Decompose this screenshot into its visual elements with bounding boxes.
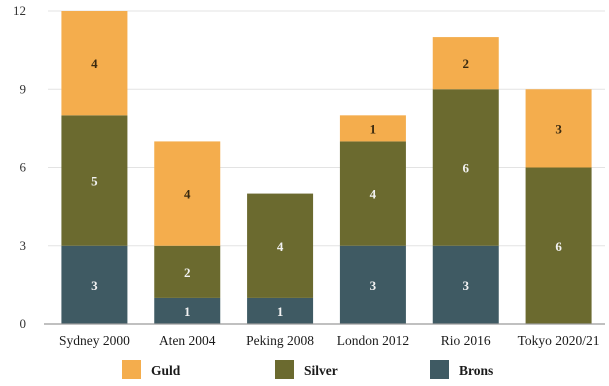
bar-silver-0 bbox=[61, 115, 128, 246]
bar-guld-3-label: 1 bbox=[370, 121, 377, 136]
legend-swatch-silver bbox=[275, 360, 294, 379]
legend-label-guld: Guld bbox=[151, 363, 181, 378]
bar-guld-1 bbox=[154, 141, 221, 246]
grid-layer bbox=[48, 10, 605, 247]
bar-brons-0-label: 3 bbox=[91, 278, 98, 293]
bar-silver-5-label: 6 bbox=[555, 239, 562, 254]
legend-swatch-guld bbox=[122, 360, 141, 379]
bar-silver-2-label: 4 bbox=[277, 239, 284, 254]
bar-brons-1 bbox=[154, 297, 221, 324]
bar-brons-3 bbox=[339, 245, 406, 324]
x-tick-label-1: Aten 2004 bbox=[159, 333, 216, 348]
x-tick-label-3: London 2012 bbox=[337, 333, 409, 348]
bar-guld-5-label: 3 bbox=[555, 121, 562, 136]
legend-label-brons: Brons bbox=[459, 363, 493, 378]
bar-silver-2 bbox=[247, 193, 314, 298]
bar-brons-4-label: 3 bbox=[463, 278, 470, 293]
bar-guld-4 bbox=[432, 37, 499, 90]
bar-silver-1 bbox=[154, 245, 221, 298]
x-tick-label-2: Peking 2008 bbox=[246, 333, 314, 348]
bar-brons-2-label: 1 bbox=[277, 304, 284, 319]
legend-swatch-brons bbox=[430, 360, 449, 379]
x-tick-label-0: Sydney 2000 bbox=[59, 333, 130, 348]
bar-brons-0 bbox=[61, 245, 128, 324]
bar-guld-0-label: 4 bbox=[91, 56, 98, 71]
bar-brons-2 bbox=[247, 297, 314, 324]
x-tick-label-4: Rio 2016 bbox=[441, 333, 491, 348]
bar-guld-1-label: 4 bbox=[184, 187, 191, 202]
bar-silver-4 bbox=[432, 89, 499, 246]
bar-guld-0 bbox=[61, 11, 128, 116]
legend-label-silver: Silver bbox=[304, 363, 338, 378]
y-tick-label-12: 12 bbox=[13, 3, 26, 18]
y-tick-label-0: 0 bbox=[20, 316, 27, 331]
y-tick-label-3: 3 bbox=[20, 238, 27, 253]
bar-silver-1-label: 2 bbox=[184, 265, 191, 280]
bar-silver-5 bbox=[525, 167, 592, 324]
bar-guld-5 bbox=[525, 89, 592, 168]
bar-brons-3-label: 3 bbox=[370, 278, 377, 293]
bar-brons-1-label: 1 bbox=[184, 304, 191, 319]
legend: Guld Silver Brons bbox=[122, 360, 493, 379]
bar-silver-3 bbox=[339, 141, 406, 246]
bar-guld-4-label: 2 bbox=[463, 56, 470, 71]
bar-silver-3-label: 4 bbox=[370, 187, 377, 202]
x-tick-label-5: Tokyo 2020/21 bbox=[518, 333, 600, 348]
y-tick-label-9: 9 bbox=[20, 81, 27, 96]
bar-brons-4 bbox=[432, 245, 499, 324]
bar-silver-0-label: 5 bbox=[91, 174, 98, 189]
bars-layer: 3 5 4 1 2 4 1 4 3 4 1 3 6 2 6 3 bbox=[61, 11, 592, 324]
bar-silver-4-label: 6 bbox=[463, 161, 470, 176]
bar-guld-3 bbox=[339, 115, 406, 142]
y-tick-label-6: 6 bbox=[20, 160, 27, 175]
